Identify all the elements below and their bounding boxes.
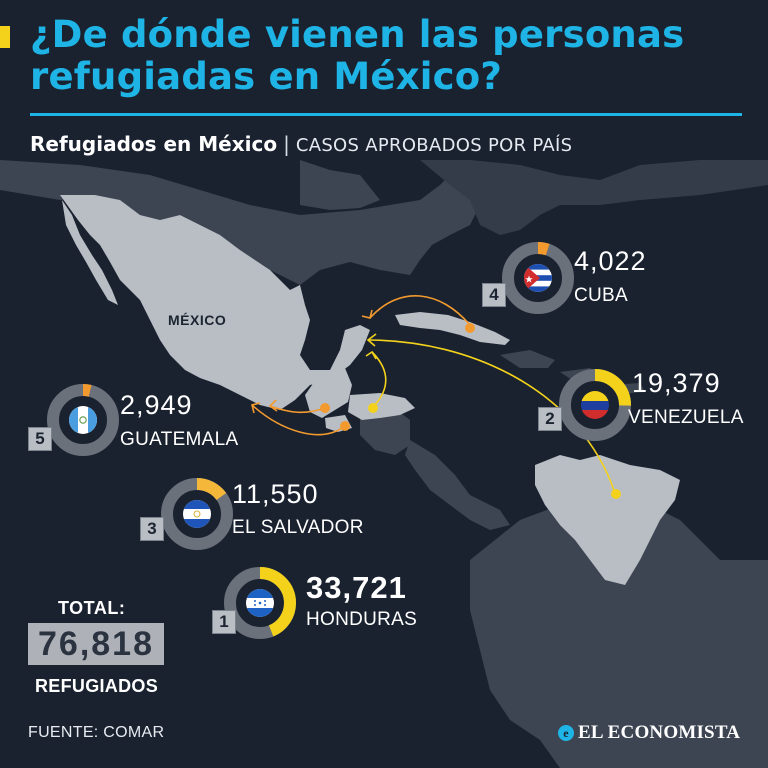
subtitle-separator: |: [283, 132, 290, 156]
total-value: 76,818: [28, 623, 164, 665]
origin-dots: [320, 323, 621, 499]
el-salvador-flag-icon: [183, 500, 211, 528]
rank-badge-3: 3: [140, 517, 164, 541]
east-coast-land: [420, 160, 768, 235]
name-el-salvador: EL SALVADOR: [232, 517, 364, 538]
subtitle: Refugiados en México | CASOS APROBADOS POR…: [30, 132, 572, 156]
honduras-flag-icon: [246, 589, 274, 617]
name-venezuela: VENEZUELA: [628, 407, 744, 428]
title-divider: [30, 113, 742, 116]
mexico-label: MÉXICO: [168, 312, 227, 328]
brand-name: EL ECONOMISTA: [578, 722, 741, 743]
badge-honduras: [222, 565, 298, 641]
page-title: ¿De dónde vienen las personas refugiadas…: [30, 13, 685, 98]
subtitle-bold: Refugiados en México: [30, 132, 278, 156]
rank-badge-2: 2: [538, 407, 562, 431]
badge-guatemala: [45, 382, 121, 458]
rank-badge-4: 4: [482, 283, 506, 307]
usa-land: [0, 160, 480, 285]
total-unit: REFUGIADOS: [35, 676, 159, 696]
cuba-land: [395, 312, 510, 345]
south-america-land: [470, 500, 768, 768]
dot-honduras: [368, 403, 378, 413]
dot-guatemala: [320, 403, 330, 413]
count-guatemala: 2,949: [120, 390, 193, 420]
rank-badge-1: 1: [212, 610, 236, 634]
flow-arrows: [251, 295, 616, 494]
arrow-honduras: [371, 351, 387, 409]
dot-el-salvador: [340, 421, 350, 431]
arrow-cuba: [369, 295, 471, 326]
mexico-land: [60, 195, 370, 410]
count-cuba: 4,022: [574, 246, 647, 276]
dot-venezuela: [611, 489, 621, 499]
name-cuba: CUBA: [574, 285, 628, 306]
source-note: FUENTE: COMAR: [28, 724, 165, 741]
el-economista-logo-icon: e: [558, 725, 574, 741]
name-guatemala: GUATEMALA: [120, 429, 239, 450]
honduras-land: [348, 393, 415, 420]
cuba-flag-icon: [524, 264, 552, 292]
usa-north-land: [300, 160, 380, 210]
count-honduras: 33,721: [306, 570, 407, 605]
name-honduras: HONDURAS: [306, 609, 418, 630]
badge-cuba: [500, 240, 576, 316]
guatemala-land: [305, 368, 352, 418]
dot-cuba: [465, 323, 475, 333]
central-america-south-land: [405, 440, 510, 530]
brand-logo: e EL ECONOMISTA: [558, 722, 740, 744]
arrow-heads: [251, 309, 377, 414]
badge-el-salvador: [159, 476, 235, 552]
badge-venezuela: [557, 367, 633, 443]
count-el-salvador: 11,550: [232, 479, 319, 509]
guatemala-flag-icon: [69, 406, 97, 434]
title-accent-bar: [0, 26, 10, 48]
rank-badge-5: 5: [28, 427, 52, 451]
arrow-guatemala: [269, 405, 326, 414]
venezuela-flag-icon: [581, 391, 609, 419]
arrow-venezuela: [367, 339, 616, 494]
arrow-el-salvador: [251, 404, 346, 436]
venezuela-land: [535, 455, 680, 585]
caribbean-islands: [500, 350, 645, 394]
total-label: TOTAL:: [58, 598, 126, 618]
count-venezuela: 19,379: [632, 368, 721, 398]
subtitle-caps: CASOS APROBADOS POR PAÍS: [295, 135, 573, 156]
